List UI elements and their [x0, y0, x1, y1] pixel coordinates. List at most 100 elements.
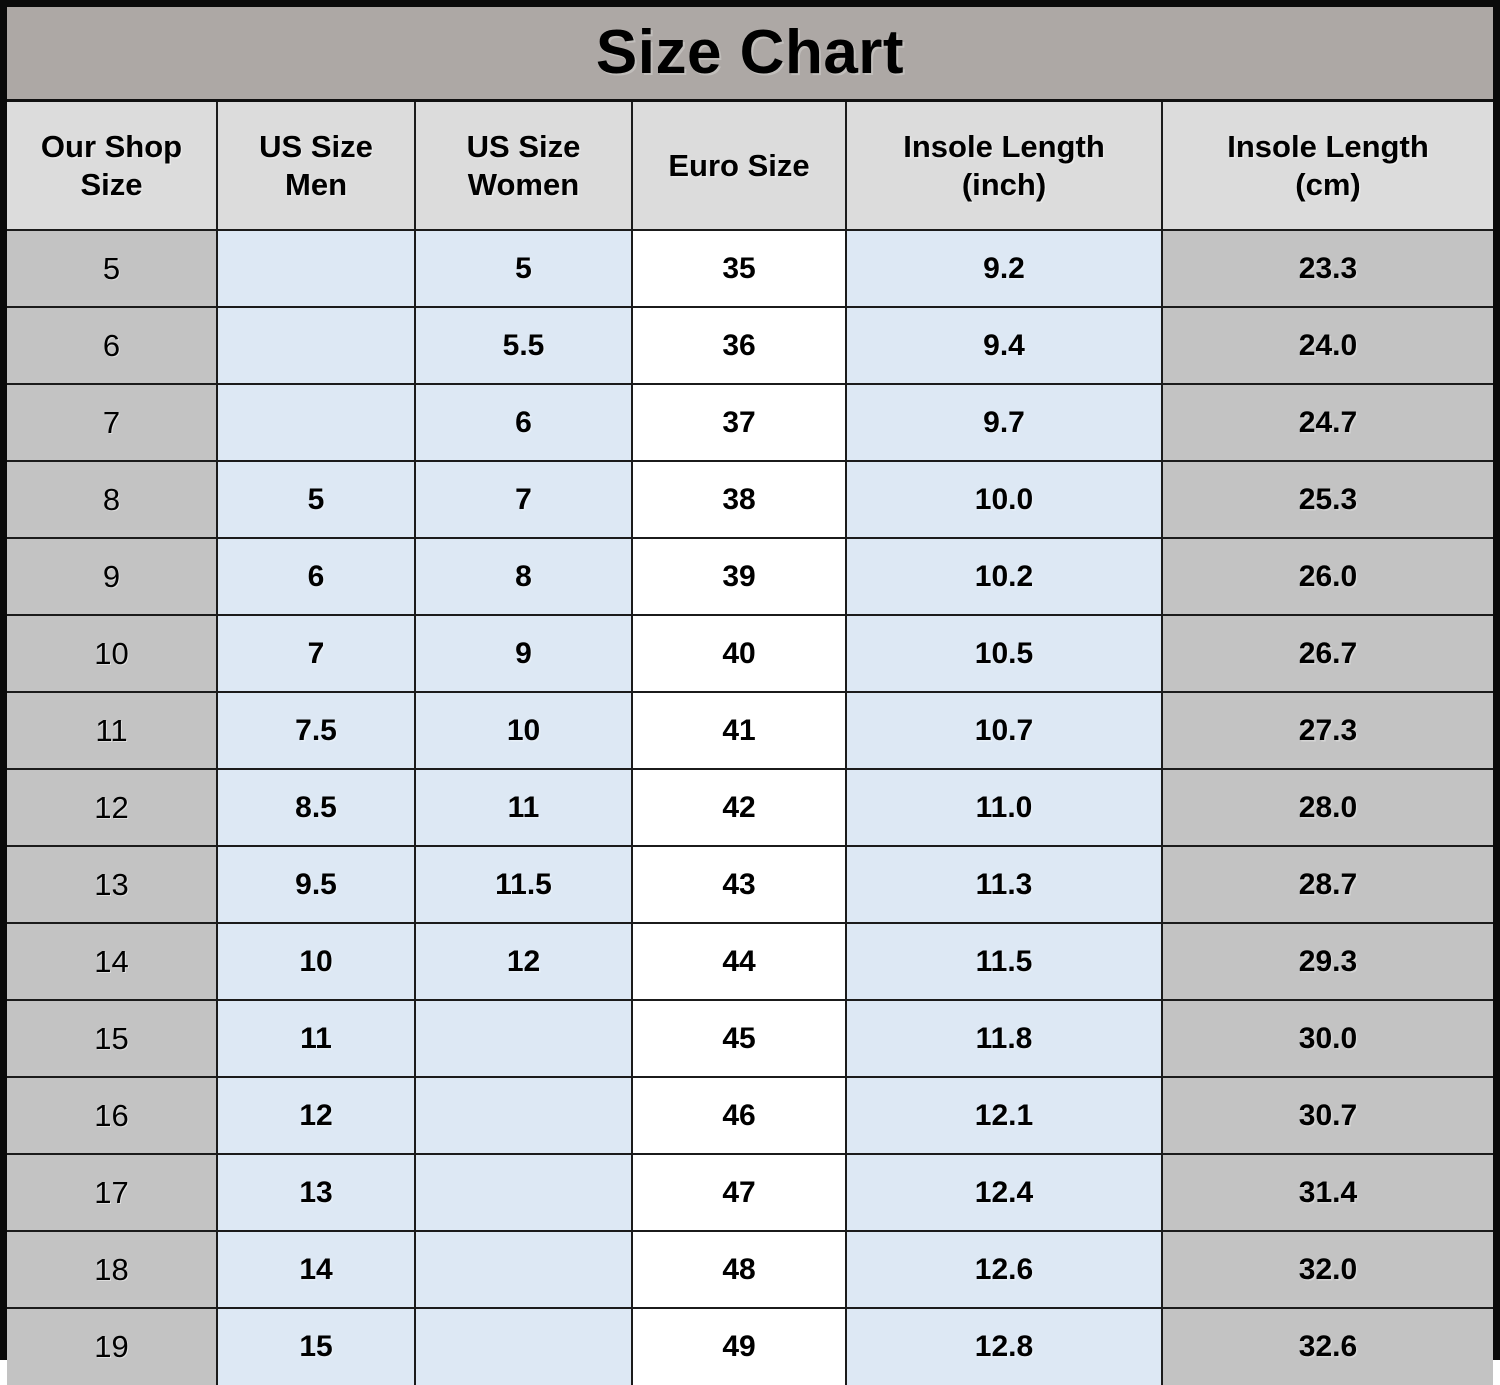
- cell-r2-c3: 37: [631, 383, 847, 462]
- cell-r7-c5: 28.0: [1161, 768, 1493, 847]
- cell-r7-c3: 42: [631, 768, 847, 847]
- column-header-us-size-women: US Size Women: [414, 102, 633, 231]
- table-row: 17 13 47 12.4 31.4: [7, 1153, 1493, 1232]
- cell-r6-c4: 10.7: [845, 691, 1163, 770]
- cell-r5-c4: 10.5: [845, 614, 1163, 693]
- chart-title-bar: Size Chart: [7, 7, 1493, 102]
- cell-r9-c1: 10: [216, 922, 416, 1001]
- cell-r3-c4: 10.0: [845, 460, 1163, 539]
- cell-r12-c2: [414, 1153, 633, 1232]
- cell-r11-c4: 12.1: [845, 1076, 1163, 1155]
- cell-r6-c0: 11: [7, 691, 218, 770]
- cell-r14-c5: 32.6: [1161, 1307, 1493, 1385]
- cell-r0-c1: [216, 229, 416, 308]
- cell-r14-c4: 12.8: [845, 1307, 1163, 1385]
- cell-r6-c2: 10: [414, 691, 633, 770]
- page-title: Size Chart: [595, 18, 905, 87]
- cell-r9-c4: 11.5: [845, 922, 1163, 1001]
- cell-r4-c1: 6: [216, 537, 416, 616]
- cell-r5-c0: 10: [7, 614, 218, 693]
- header-row: Our Shop Size US Size Men US Size Women Eur…: [7, 102, 1493, 231]
- table-row: 13 9.5 11.5 43 11.3 28.7: [7, 845, 1493, 924]
- cell-r4-c4: 10.2: [845, 537, 1163, 616]
- cell-r12-c5: 31.4: [1161, 1153, 1493, 1232]
- cell-r4-c3: 39: [631, 537, 847, 616]
- cell-r13-c4: 12.6: [845, 1230, 1163, 1309]
- size-chart-table: Our Shop Size US Size Men US Size Women Eur…: [7, 102, 1493, 1385]
- column-header-euro-size: Euro Size: [631, 102, 847, 231]
- table-row: 15 11 45 11.8 30.0: [7, 999, 1493, 1078]
- cell-r3-c5: 25.3: [1161, 460, 1493, 539]
- cell-r5-c5: 26.7: [1161, 614, 1493, 693]
- cell-r0-c0: 5: [7, 229, 218, 308]
- table-row: 14 10 12 44 11.5 29.3: [7, 922, 1493, 1001]
- cell-r7-c0: 12: [7, 768, 218, 847]
- table-row: 10 7 9 40 10.5 26.7: [7, 614, 1493, 693]
- cell-r0-c2: 5: [414, 229, 633, 308]
- cell-r3-c2: 7: [414, 460, 633, 539]
- cell-r10-c1: 11: [216, 999, 416, 1078]
- cell-r2-c2: 6: [414, 383, 633, 462]
- cell-r4-c2: 8: [414, 537, 633, 616]
- table-header: Our Shop Size US Size Men US Size Women Eur…: [7, 102, 1493, 231]
- cell-r1-c2: 5.5: [414, 306, 633, 385]
- cell-r1-c0: 6: [7, 306, 218, 385]
- cell-r13-c3: 48: [631, 1230, 847, 1309]
- cell-r6-c3: 41: [631, 691, 847, 770]
- column-header-insole-length-cm: Insole Length (cm): [1161, 102, 1493, 231]
- table-row: 8 5 7 38 10.0 25.3: [7, 460, 1493, 539]
- cell-r9-c2: 12: [414, 922, 633, 1001]
- cell-r0-c5: 23.3: [1161, 229, 1493, 308]
- cell-r1-c4: 9.4: [845, 306, 1163, 385]
- cell-r4-c5: 26.0: [1161, 537, 1493, 616]
- table-row: 9 6 8 39 10.2 26.0: [7, 537, 1493, 616]
- table-row: 7 6 37 9.7 24.7: [7, 383, 1493, 462]
- cell-r1-c5: 24.0: [1161, 306, 1493, 385]
- cell-r11-c5: 30.7: [1161, 1076, 1493, 1155]
- cell-r1-c1: [216, 306, 416, 385]
- cell-r5-c2: 9: [414, 614, 633, 693]
- cell-r5-c1: 7: [216, 614, 416, 693]
- cell-r12-c1: 13: [216, 1153, 416, 1232]
- cell-r1-c3: 36: [631, 306, 847, 385]
- cell-r7-c4: 11.0: [845, 768, 1163, 847]
- cell-r5-c3: 40: [631, 614, 847, 693]
- cell-r13-c2: [414, 1230, 633, 1309]
- cell-r9-c5: 29.3: [1161, 922, 1493, 1001]
- cell-r8-c1: 9.5: [216, 845, 416, 924]
- cell-r10-c5: 30.0: [1161, 999, 1493, 1078]
- cell-r3-c1: 5: [216, 460, 416, 539]
- cell-r8-c3: 43: [631, 845, 847, 924]
- cell-r11-c3: 46: [631, 1076, 847, 1155]
- cell-r12-c3: 47: [631, 1153, 847, 1232]
- table-row: 19 15 49 12.8 32.6: [7, 1307, 1493, 1385]
- cell-r2-c4: 9.7: [845, 383, 1163, 462]
- cell-r10-c4: 11.8: [845, 999, 1163, 1078]
- cell-r0-c3: 35: [631, 229, 847, 308]
- cell-r6-c5: 27.3: [1161, 691, 1493, 770]
- cell-r8-c5: 28.7: [1161, 845, 1493, 924]
- cell-r7-c2: 11: [414, 768, 633, 847]
- cell-r9-c3: 44: [631, 922, 847, 1001]
- cell-r0-c4: 9.2: [845, 229, 1163, 308]
- table-row: 6 5.5 36 9.4 24.0: [7, 306, 1493, 385]
- cell-r3-c3: 38: [631, 460, 847, 539]
- cell-r12-c0: 17: [7, 1153, 218, 1232]
- cell-r14-c2: [414, 1307, 633, 1385]
- table-body: 5 5 35 9.2 23.3 6 5.5 36 9.4 24.0 7 6 37 9.7 24.7 8 5 7 38…: [7, 229, 1493, 1385]
- cell-r11-c0: 16: [7, 1076, 218, 1155]
- cell-r14-c3: 49: [631, 1307, 847, 1385]
- column-header-our-shop-size: Our Shop Size: [7, 102, 218, 231]
- cell-r4-c0: 9: [7, 537, 218, 616]
- cell-r10-c2: [414, 999, 633, 1078]
- cell-r8-c4: 11.3: [845, 845, 1163, 924]
- table-row: 16 12 46 12.1 30.7: [7, 1076, 1493, 1155]
- cell-r6-c1: 7.5: [216, 691, 416, 770]
- cell-r2-c1: [216, 383, 416, 462]
- cell-r13-c0: 18: [7, 1230, 218, 1309]
- cell-r9-c0: 14: [7, 922, 218, 1001]
- cell-r10-c3: 45: [631, 999, 847, 1078]
- cell-r10-c0: 15: [7, 999, 218, 1078]
- cell-r14-c1: 15: [216, 1307, 416, 1385]
